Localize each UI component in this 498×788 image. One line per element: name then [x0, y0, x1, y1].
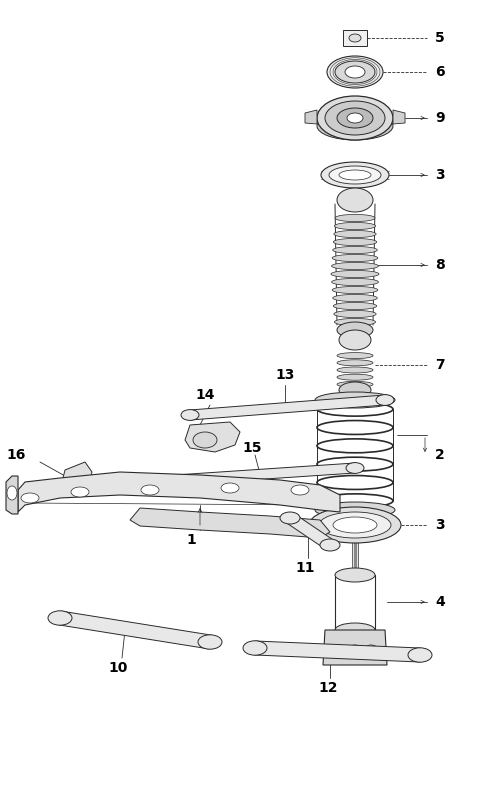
- Ellipse shape: [349, 34, 361, 42]
- Polygon shape: [343, 30, 367, 46]
- Ellipse shape: [329, 166, 381, 184]
- Ellipse shape: [339, 330, 371, 350]
- Ellipse shape: [327, 56, 383, 88]
- Ellipse shape: [21, 493, 39, 503]
- Ellipse shape: [181, 410, 199, 421]
- Ellipse shape: [243, 641, 267, 655]
- Text: 3: 3: [435, 518, 445, 532]
- Polygon shape: [6, 476, 18, 514]
- Ellipse shape: [333, 295, 377, 302]
- Ellipse shape: [334, 310, 376, 318]
- Ellipse shape: [320, 539, 340, 551]
- Text: 8: 8: [435, 258, 445, 272]
- Ellipse shape: [364, 645, 378, 655]
- Text: 12: 12: [318, 681, 338, 695]
- Ellipse shape: [221, 483, 239, 493]
- Ellipse shape: [337, 381, 373, 388]
- Polygon shape: [323, 630, 387, 665]
- Ellipse shape: [332, 645, 346, 655]
- Ellipse shape: [376, 395, 394, 405]
- Polygon shape: [393, 110, 405, 124]
- Ellipse shape: [315, 502, 395, 518]
- Text: 16: 16: [6, 448, 25, 462]
- Text: 9: 9: [435, 111, 445, 125]
- Ellipse shape: [71, 487, 89, 497]
- Polygon shape: [175, 463, 356, 485]
- Text: 11: 11: [295, 561, 315, 575]
- Ellipse shape: [309, 507, 401, 543]
- Polygon shape: [287, 513, 333, 550]
- Ellipse shape: [325, 101, 385, 135]
- Ellipse shape: [337, 360, 373, 366]
- Text: 6: 6: [435, 65, 445, 79]
- Ellipse shape: [346, 463, 364, 474]
- Text: 3: 3: [435, 168, 445, 182]
- Ellipse shape: [334, 230, 376, 238]
- Polygon shape: [190, 395, 385, 420]
- Ellipse shape: [333, 303, 376, 310]
- Ellipse shape: [337, 374, 373, 381]
- Polygon shape: [130, 508, 330, 538]
- Ellipse shape: [317, 96, 393, 140]
- Ellipse shape: [337, 352, 373, 359]
- Ellipse shape: [337, 108, 373, 128]
- Ellipse shape: [315, 392, 395, 408]
- Ellipse shape: [348, 645, 362, 655]
- Ellipse shape: [339, 382, 371, 398]
- Ellipse shape: [337, 367, 373, 373]
- Ellipse shape: [332, 278, 378, 285]
- Ellipse shape: [339, 170, 371, 180]
- Ellipse shape: [335, 568, 375, 582]
- Polygon shape: [18, 472, 340, 512]
- Ellipse shape: [198, 635, 222, 649]
- Ellipse shape: [319, 512, 391, 538]
- Ellipse shape: [333, 517, 377, 533]
- Ellipse shape: [166, 474, 184, 485]
- Ellipse shape: [193, 432, 217, 448]
- Ellipse shape: [335, 623, 375, 637]
- Ellipse shape: [408, 648, 432, 662]
- Ellipse shape: [291, 485, 309, 495]
- Text: 13: 13: [275, 368, 294, 382]
- Ellipse shape: [335, 61, 375, 83]
- Text: 7: 7: [435, 358, 445, 372]
- Polygon shape: [305, 110, 317, 124]
- Ellipse shape: [335, 222, 375, 229]
- Text: 5: 5: [435, 31, 445, 45]
- Ellipse shape: [332, 255, 378, 262]
- Text: 2: 2: [435, 448, 445, 462]
- Polygon shape: [59, 611, 211, 649]
- Ellipse shape: [321, 162, 389, 188]
- Text: 15: 15: [242, 441, 261, 455]
- Ellipse shape: [335, 214, 375, 221]
- Ellipse shape: [317, 112, 393, 140]
- Ellipse shape: [141, 485, 159, 495]
- Ellipse shape: [331, 270, 379, 277]
- Text: 1: 1: [186, 533, 196, 547]
- Ellipse shape: [332, 262, 378, 269]
- Ellipse shape: [48, 611, 72, 625]
- Ellipse shape: [335, 318, 375, 325]
- Ellipse shape: [7, 486, 17, 500]
- Text: 14: 14: [195, 388, 215, 402]
- Ellipse shape: [333, 247, 377, 254]
- Text: 4: 4: [435, 595, 445, 609]
- Polygon shape: [254, 641, 420, 662]
- Ellipse shape: [337, 188, 373, 212]
- Ellipse shape: [345, 66, 365, 78]
- Ellipse shape: [347, 113, 363, 123]
- Ellipse shape: [333, 239, 376, 246]
- Polygon shape: [62, 462, 92, 492]
- Polygon shape: [185, 422, 240, 452]
- Ellipse shape: [332, 286, 378, 294]
- Text: 10: 10: [108, 661, 127, 675]
- Ellipse shape: [337, 322, 373, 338]
- Ellipse shape: [280, 512, 300, 524]
